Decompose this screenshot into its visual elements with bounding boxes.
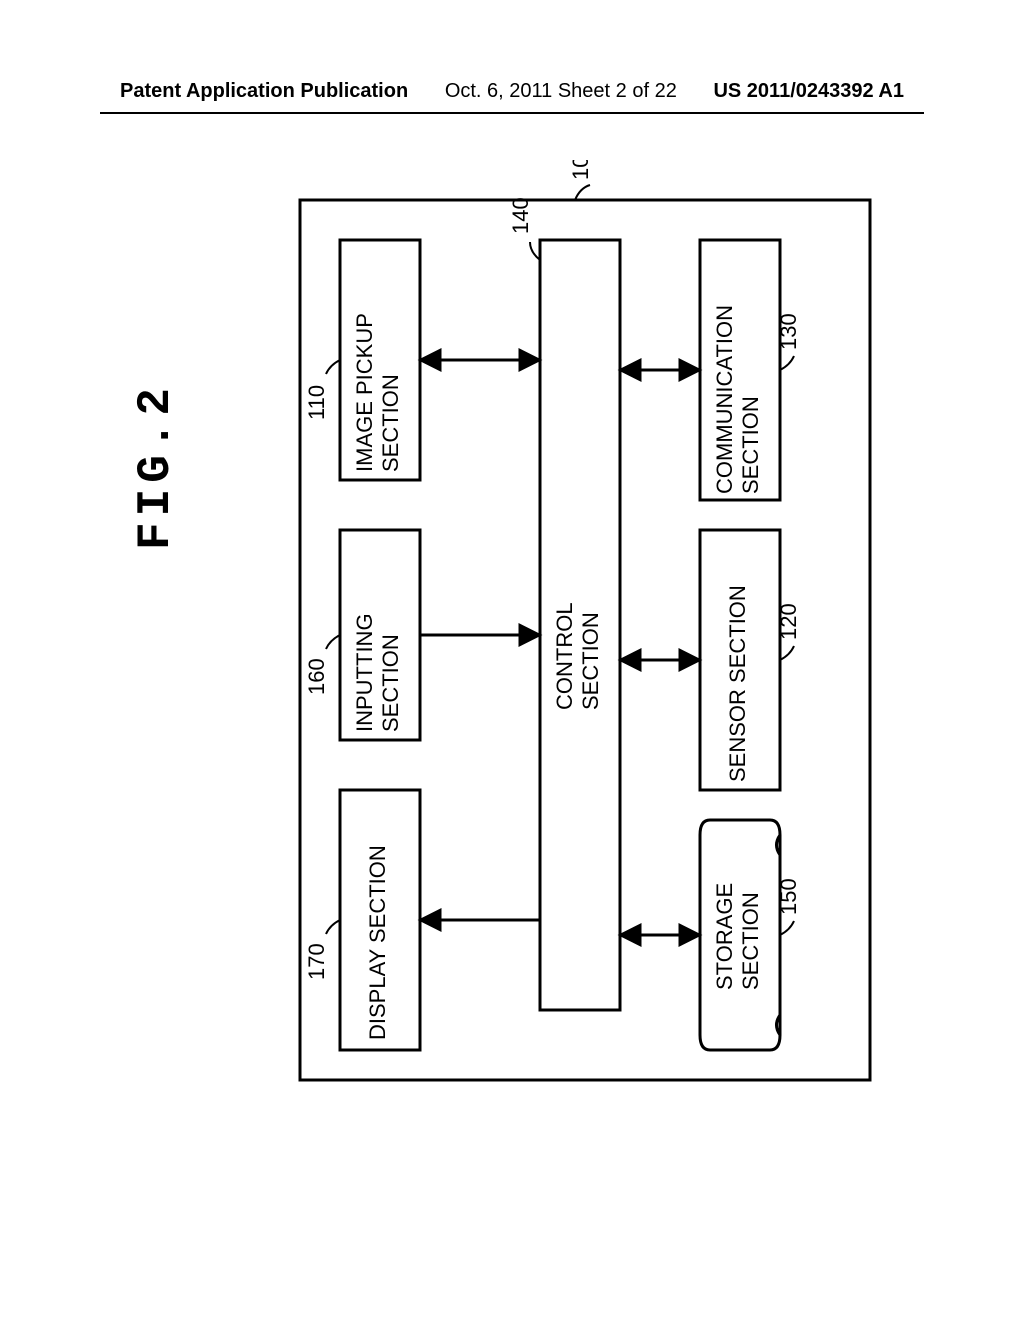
label-inputting-2: SECTION <box>378 634 403 732</box>
ref-130: 130 <box>776 313 801 350</box>
leader-130 <box>780 356 794 370</box>
header-left: Patent Application Publication <box>120 80 408 103</box>
ref-outer: 100 <box>568 160 593 180</box>
header-right: US 2011/0243392 A1 <box>713 80 904 103</box>
ref-150: 150 <box>776 878 801 915</box>
label-image-pickup-2: SECTION <box>378 374 403 472</box>
label-image-pickup-1: IMAGE PICKUP <box>352 313 377 472</box>
leader-170 <box>326 920 340 934</box>
label-control-2: SECTION <box>578 612 603 710</box>
page-header: Patent Application Publication Oct. 6, 2… <box>0 80 1024 103</box>
ref-170: 170 <box>304 943 329 980</box>
label-communication-1: COMMUNICATION <box>712 305 737 494</box>
leader-120 <box>780 646 794 660</box>
label-storage-2: SECTION <box>738 892 763 990</box>
header-center: Oct. 6, 2011 Sheet 2 of 22 <box>445 80 677 103</box>
leader-outer <box>575 185 590 200</box>
label-communication-2: SECTION <box>738 396 763 494</box>
header-rule <box>100 112 924 114</box>
leader-150 <box>780 921 794 935</box>
figure-label: FIG.2 <box>130 382 182 550</box>
ref-140: 140 <box>508 197 533 234</box>
diagram-container: 100 IMAGE PICKUP SECTION 110 INPUTTING S… <box>280 160 900 1125</box>
label-inputting-1: INPUTTING <box>352 613 377 732</box>
ref-120: 120 <box>776 603 801 640</box>
label-control-1: CONTROL <box>552 602 577 710</box>
label-sensor-1: SENSOR SECTION <box>725 585 750 782</box>
label-display-1: DISPLAY SECTION <box>365 845 390 1040</box>
label-storage-1: STORAGE <box>712 883 737 990</box>
block-diagram: 100 IMAGE PICKUP SECTION 110 INPUTTING S… <box>280 160 900 1120</box>
ref-160: 160 <box>304 658 329 695</box>
ref-110: 110 <box>304 385 329 420</box>
leader-160 <box>326 635 340 649</box>
leader-110 <box>326 360 340 374</box>
